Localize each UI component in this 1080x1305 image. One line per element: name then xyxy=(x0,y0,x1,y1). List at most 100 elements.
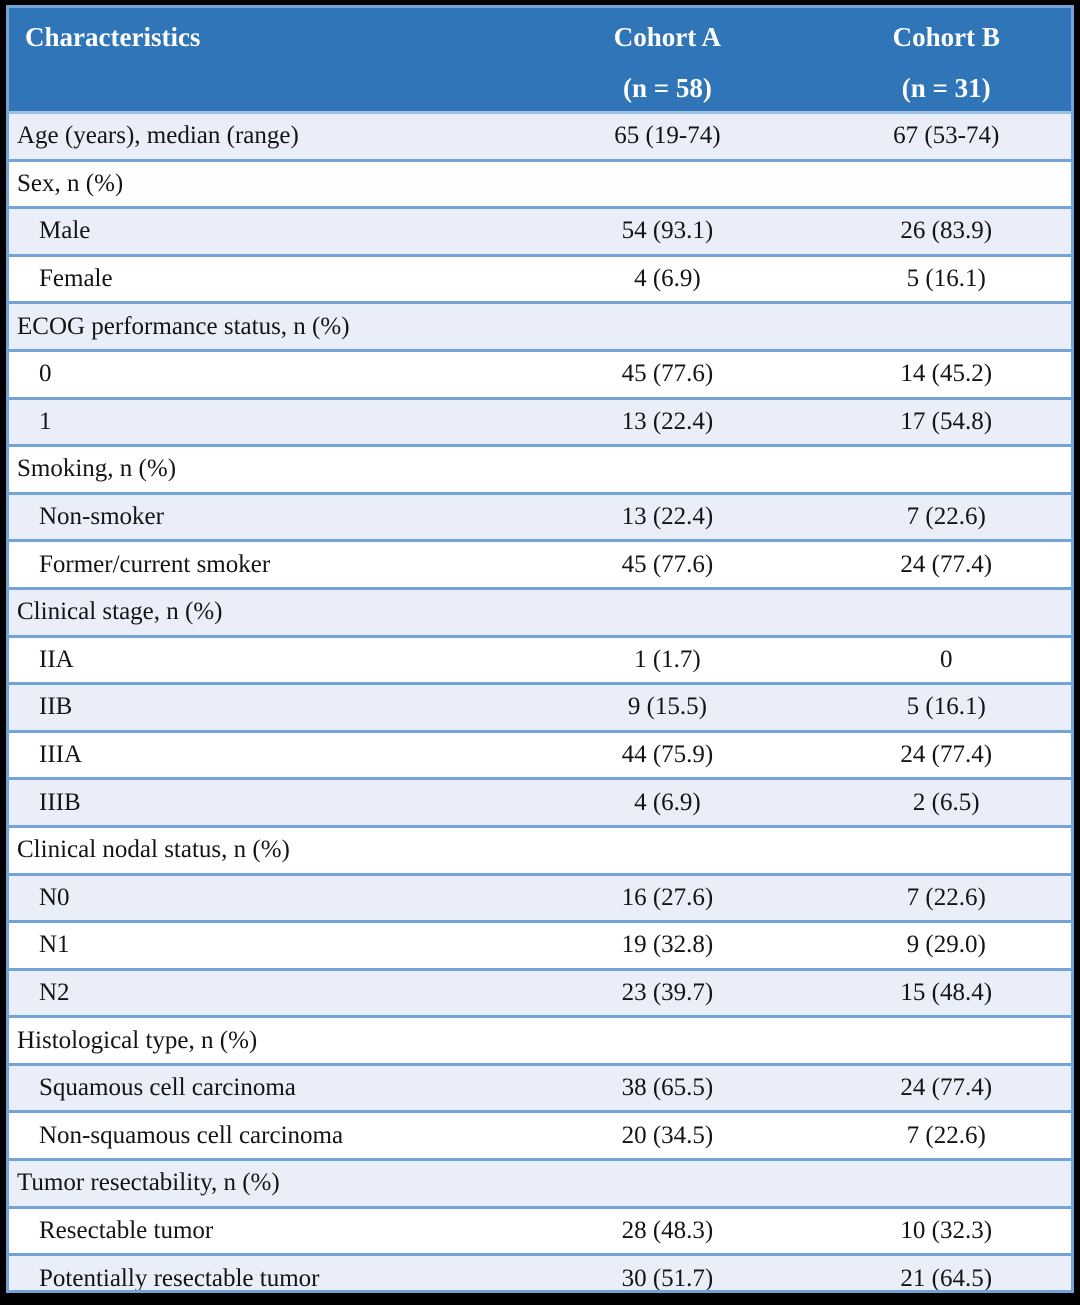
table-row: Age (years), median (range) 65 (19-74) 67 … xyxy=(9,112,1071,162)
table-row: Squamous cell carcinoma 38 (65.5) 24 (77.4… xyxy=(9,1064,1071,1114)
cohort-a-value: 4 (6.9) xyxy=(513,778,822,828)
cohort-a-value: 30 (51.7) xyxy=(513,1254,822,1290)
cohort-b-value xyxy=(821,588,1071,638)
cohort-a-value xyxy=(513,1159,822,1209)
row-label: Potentially resectable tumor xyxy=(9,1254,514,1290)
table-row: IIIB 4 (6.9) 2 (6.5) xyxy=(9,778,1071,828)
cohort-b-value: 15 (48.4) xyxy=(821,969,1071,1019)
cohort-b-value: 67 (53-74) xyxy=(821,112,1071,162)
cohort-a-value: 38 (65.5) xyxy=(513,1064,822,1114)
column-header-cohort-b: Cohort B (n = 31) xyxy=(821,8,1071,114)
table-row: Clinical nodal status, n (%) xyxy=(9,826,1071,876)
table-row: ECOG performance status, n (%) xyxy=(9,302,1071,352)
cohort-a-value: 19 (32.8) xyxy=(513,921,822,971)
cohort-a-value: 28 (48.3) xyxy=(513,1207,822,1257)
cohort-b-name: Cohort B xyxy=(892,22,1000,52)
row-label: Tumor resectability, n (%) xyxy=(9,1159,514,1209)
table-row: N0 16 (27.6) 7 (22.6) xyxy=(9,874,1071,924)
row-label: Clinical stage, n (%) xyxy=(9,588,514,638)
cohort-b-value xyxy=(821,826,1071,876)
row-label: Male xyxy=(9,207,514,257)
cohort-b-value: 26 (83.9) xyxy=(821,207,1071,257)
cohort-b-value xyxy=(821,302,1071,352)
row-label: Age (years), median (range) xyxy=(9,112,514,162)
cohort-a-value: 45 (77.6) xyxy=(513,540,822,590)
header-row: Characteristics Cohort A (n = 58) Cohort… xyxy=(9,8,1071,114)
table-row: Sex, n (%) xyxy=(9,160,1071,210)
table-row: Resectable tumor 28 (48.3) 10 (32.3) xyxy=(9,1207,1071,1257)
table-row: IIB 9 (15.5) 5 (16.1) xyxy=(9,683,1071,733)
table-row: Potentially resectable tumor 30 (51.7) 21 … xyxy=(9,1254,1071,1290)
cohort-a-value: 13 (22.4) xyxy=(513,493,822,543)
cohort-b-value: 9 (29.0) xyxy=(821,921,1071,971)
row-label: Non-squamous cell carcinoma xyxy=(9,1111,514,1162)
row-label: IIB xyxy=(9,683,514,733)
cohort-a-value: 16 (27.6) xyxy=(513,874,822,924)
row-label: Female xyxy=(9,255,514,305)
cohort-b-value: 14 (45.2) xyxy=(821,350,1071,400)
cohort-a-value: 45 (77.6) xyxy=(513,350,822,400)
table-row: 0 45 (77.6) 14 (45.2) xyxy=(9,350,1071,400)
column-header-cohort-a: Cohort A (n = 58) xyxy=(513,8,822,114)
cohort-b-value: 24 (77.4) xyxy=(821,1064,1071,1114)
table-row: Smoking, n (%) xyxy=(9,445,1071,495)
cohort-b-value: 7 (22.6) xyxy=(821,1111,1071,1162)
row-label: N0 xyxy=(9,874,514,924)
table-row: Female 4 (6.9) 5 (16.1) xyxy=(9,255,1071,305)
row-label: 1 xyxy=(9,398,514,448)
table-frame: Characteristics Cohort A (n = 58) Cohort… xyxy=(6,5,1074,1293)
table-row: Clinical stage, n (%) xyxy=(9,588,1071,638)
cohort-b-value: 21 (64.5) xyxy=(821,1254,1071,1290)
row-label: Former/current smoker xyxy=(9,540,514,590)
table-row: Tumor resectability, n (%) xyxy=(9,1159,1071,1209)
cohort-a-value: 44 (75.9) xyxy=(513,731,822,781)
table-row: IIIA 44 (75.9) 24 (77.4) xyxy=(9,731,1071,781)
cohort-b-value: 7 (22.6) xyxy=(821,493,1071,543)
cohort-a-value: 9 (15.5) xyxy=(513,683,822,733)
cohort-a-value: 23 (39.7) xyxy=(513,969,822,1019)
table-row: Male 54 (93.1) 26 (83.9) xyxy=(9,207,1071,257)
cohort-b-value xyxy=(821,1159,1071,1209)
characteristics-table: Characteristics Cohort A (n = 58) Cohort… xyxy=(9,8,1071,1290)
cohort-b-value xyxy=(821,160,1071,210)
cohort-b-value: 10 (32.3) xyxy=(821,1207,1071,1257)
cohort-a-value xyxy=(513,160,822,210)
table-row: Histological type, n (%) xyxy=(9,1016,1071,1066)
row-label: N2 xyxy=(9,969,514,1019)
row-label: Sex, n (%) xyxy=(9,160,514,210)
table-row: Non-squamous cell carcinoma 20 (34.5) 7 (2… xyxy=(9,1111,1071,1162)
cohort-a-value xyxy=(513,445,822,495)
cohort-b-value: 24 (77.4) xyxy=(821,540,1071,590)
cohort-b-sample-size: (n = 31) xyxy=(901,73,991,103)
cohort-a-value: 65 (19-74) xyxy=(513,112,822,162)
table-row: N1 19 (32.8) 9 (29.0) xyxy=(9,921,1071,971)
table-row: IIA 1 (1.7) 0 xyxy=(9,636,1071,686)
row-label: ECOG performance status, n (%) xyxy=(9,302,514,352)
cohort-a-value: 13 (22.4) xyxy=(513,398,822,448)
cohort-a-value: 54 (93.1) xyxy=(513,207,822,257)
row-label: Non-smoker xyxy=(9,493,514,543)
row-label: Squamous cell carcinoma xyxy=(9,1064,514,1114)
row-label: IIIB xyxy=(9,778,514,828)
cohort-a-value xyxy=(513,826,822,876)
cohort-b-value: 2 (6.5) xyxy=(821,778,1071,828)
column-header-characteristics: Characteristics xyxy=(9,8,514,114)
cohort-a-name: Cohort A xyxy=(613,22,722,52)
row-label: 0 xyxy=(9,350,514,400)
table-body: Age (years), median (range) 65 (19-74) 67 … xyxy=(9,112,1071,1290)
row-label: Histological type, n (%) xyxy=(9,1016,514,1066)
row-label: IIA xyxy=(9,636,514,686)
cohort-a-value: 4 (6.9) xyxy=(513,255,822,305)
row-label: Clinical nodal status, n (%) xyxy=(9,826,514,876)
cohort-a-value: 20 (34.5) xyxy=(513,1111,822,1162)
cohort-b-value: 17 (54.8) xyxy=(821,398,1071,448)
table-row: Non-smoker 13 (22.4) 7 (22.6) xyxy=(9,493,1071,543)
table-row: 1 13 (22.4) 17 (54.8) xyxy=(9,398,1071,448)
cohort-b-value xyxy=(821,1016,1071,1066)
cohort-a-value xyxy=(513,1016,822,1066)
cohort-a-value: 1 (1.7) xyxy=(513,636,822,686)
row-label: Smoking, n (%) xyxy=(9,445,514,495)
cohort-b-value: 24 (77.4) xyxy=(821,731,1071,781)
cohort-a-value xyxy=(513,302,822,352)
row-label: IIIA xyxy=(9,731,514,781)
